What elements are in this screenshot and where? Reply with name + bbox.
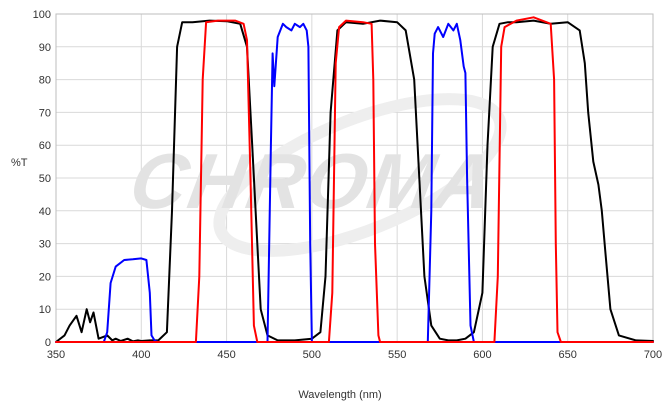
x-tick-label: 600 (473, 349, 491, 361)
y-tick-label: 90 (39, 42, 51, 54)
y-tick-label: 80 (39, 75, 51, 87)
y-tick-label: 10 (39, 304, 51, 316)
y-tick-label: 40 (39, 206, 51, 218)
x-tick-label: 350 (47, 349, 65, 361)
series-line-red (55, 16, 654, 343)
x-axis-label: Wavelength (nm) (298, 389, 381, 401)
y-tick-labels: 0 10 20 30 40 50 60 70 80 90 100 (33, 9, 51, 349)
y-tick-label: 100 (33, 9, 51, 21)
x-tick-label: 650 (559, 349, 577, 361)
y-tick-label: 70 (39, 107, 51, 119)
x-tick-label: 400 (132, 349, 150, 361)
watermark-text: CHROMA (124, 138, 502, 225)
chroma-watermark: CHROMA (124, 93, 507, 257)
watermark-swoosh (213, 93, 507, 257)
series-line-blue (55, 22, 654, 343)
y-tick-label: 30 (39, 239, 51, 251)
y-tick-label: 0 (45, 337, 51, 349)
x-tick-label: 500 (303, 349, 321, 361)
y-axis-label: %T (11, 157, 28, 169)
grid (55, 13, 654, 343)
y-tick-label: 60 (39, 140, 51, 152)
x-tick-label: 700 (644, 349, 662, 361)
x-tick-label: 550 (388, 349, 406, 361)
y-tick-label: 20 (39, 271, 51, 283)
y-tick-label: 50 (39, 173, 51, 185)
x-tick-labels: 350 400 450 500 550 600 650 700 (47, 349, 662, 361)
series-lines (55, 16, 654, 343)
x-tick-label: 450 (217, 349, 235, 361)
